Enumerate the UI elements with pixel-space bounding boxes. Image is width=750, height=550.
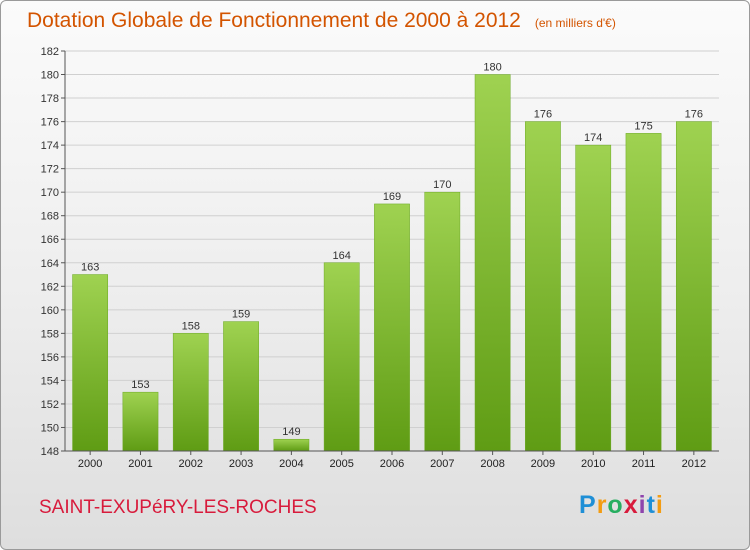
proxiti-logo[interactable]: Proxiti — [579, 491, 664, 520]
x-tick-label: 2002 — [179, 458, 203, 470]
x-tick-label: 2010 — [581, 458, 605, 470]
y-tick-label: 182 — [41, 46, 59, 58]
x-tick-label: 2008 — [480, 458, 504, 470]
data-label: 180 — [483, 62, 501, 74]
chart-title-main: Dotation Globale de Fonctionnement de 20… — [27, 9, 521, 32]
bar — [675, 121, 712, 452]
bar — [424, 191, 461, 452]
data-label: 159 — [232, 309, 250, 321]
x-tick-label: 2011 — [632, 458, 656, 470]
data-label: 176 — [534, 109, 552, 121]
y-tick-label: 176 — [41, 117, 59, 129]
data-label: 174 — [584, 132, 602, 144]
logo-letter: x — [623, 491, 639, 519]
commune-name: SAINT-EXUPéRY-LES-ROCHES — [39, 497, 317, 518]
logo-letter: i — [638, 491, 647, 519]
bars — [72, 74, 712, 452]
x-tick-label: 2005 — [329, 458, 353, 470]
bar — [474, 74, 511, 452]
axes: 148 150 152 154 156 158 160 162 164 166 168 170 172 1… — [41, 46, 719, 458]
logo-letter: t — [646, 491, 656, 519]
data-label: 163 — [81, 262, 99, 274]
x-tick-label: 2006 — [380, 458, 404, 470]
y-tick-label: 174 — [41, 140, 59, 152]
x-tick-label: 2000 — [78, 458, 102, 470]
bar — [575, 144, 612, 452]
y-tick-label: 152 — [41, 399, 59, 411]
logo-letter: o — [607, 491, 624, 519]
bar — [625, 133, 662, 452]
y-tick-label: 178 — [41, 93, 59, 105]
bar — [172, 333, 209, 452]
bar — [525, 121, 561, 452]
data-label: 149 — [282, 426, 300, 438]
y-tick-label: 154 — [41, 375, 59, 387]
x-tick-label: 2003 — [229, 458, 253, 470]
x-tick-label: 2007 — [430, 458, 454, 470]
logo-letter: P — [579, 491, 597, 519]
x-tick-label: 2012 — [682, 458, 706, 470]
y-tick-label: 156 — [41, 352, 59, 364]
logo-letter: i — [655, 491, 664, 519]
y-tick-label: 160 — [41, 305, 59, 317]
y-tick-label: 158 — [41, 328, 59, 340]
bar — [374, 203, 410, 452]
data-label: 176 — [685, 109, 703, 121]
y-tick-label: 164 — [41, 258, 59, 270]
bar — [273, 438, 310, 452]
bar — [223, 321, 259, 452]
labels: 163 2000 153 2001 158 2002 159 2003 149 2004 164 20… — [78, 62, 706, 470]
data-label: 158 — [182, 320, 200, 332]
x-tick-label: 2009 — [531, 458, 555, 470]
y-tick-label: 172 — [41, 164, 59, 176]
chart-subtitle: (en milliers d'€) — [534, 16, 616, 30]
y-tick-label: 148 — [41, 446, 59, 458]
bar — [122, 391, 159, 452]
data-label: 169 — [383, 191, 401, 203]
x-tick-label: 2001 — [128, 458, 152, 470]
bar — [323, 262, 360, 452]
data-label: 153 — [131, 379, 149, 391]
bar — [72, 274, 109, 452]
y-tick-label: 180 — [41, 70, 59, 82]
x-tick-label: 2004 — [279, 458, 303, 470]
chart-title: Dotation Globale de Fonctionnement de 20… — [27, 9, 616, 33]
y-tick-label: 166 — [41, 234, 59, 246]
logo-letter: r — [596, 491, 608, 519]
data-label: 170 — [433, 179, 451, 191]
data-label: 164 — [333, 250, 351, 262]
y-tick-label: 170 — [41, 187, 59, 199]
y-tick-label: 150 — [41, 422, 59, 434]
y-tick-label: 162 — [41, 281, 59, 293]
y-tick-label: 168 — [41, 211, 59, 223]
data-label: 175 — [634, 120, 652, 132]
